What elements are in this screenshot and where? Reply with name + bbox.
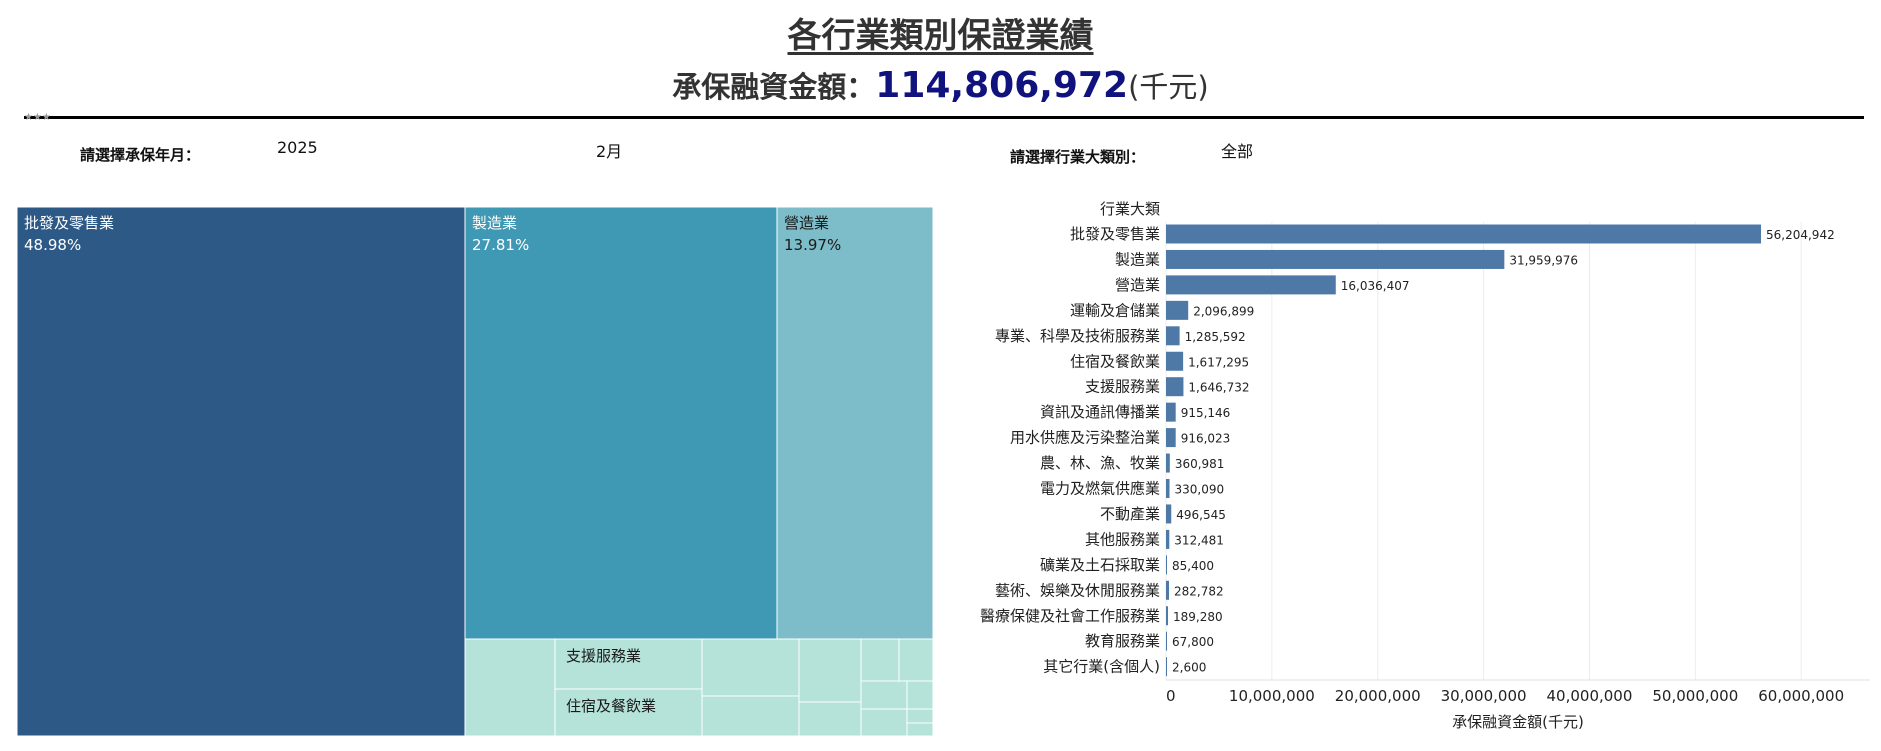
bar-value-label: 915,146: [1181, 406, 1231, 420]
bar-value-label: 1,285,592: [1185, 330, 1246, 344]
bar[interactable]: [1166, 275, 1336, 295]
treemap-tile[interactable]: [776, 206, 934, 640]
treemap-tile-label: 製造業: [472, 214, 517, 232]
treemap-tile[interactable]: [554, 638, 703, 690]
treemap-tile[interactable]: [464, 638, 556, 737]
x-axis-title: 承保融資金額(千元): [1452, 713, 1584, 731]
category-label: 礦業及土石採取業: [1040, 556, 1160, 574]
category-label: 專業、科學及技術服務業: [995, 327, 1160, 345]
bar-value-label: 496,545: [1176, 508, 1226, 522]
x-tick-label: 20,000,000: [1335, 687, 1421, 705]
treemap-chart: 批發及零售業 48.98% 製造業 27.81% 營造業 13.97% 支援服務業住宿及餐飲…: [16, 206, 934, 737]
bar-value-label: 312,481: [1174, 533, 1224, 547]
bar-value-label: 67,800: [1172, 635, 1214, 649]
category-label: 支援服務業: [1085, 378, 1160, 396]
amount-value: 114,806,972: [875, 65, 1129, 106]
treemap-tile[interactable]: [898, 638, 934, 682]
treemap-tile[interactable]: [860, 680, 908, 710]
treemap-tile-label: 住宿及餐飲業: [566, 697, 656, 715]
treemap-tile[interactable]: [906, 680, 934, 710]
bar[interactable]: [1166, 580, 1169, 600]
header-divider: [24, 116, 1864, 119]
bar[interactable]: [1166, 224, 1762, 244]
page-title: 各行業類別保證業績: [787, 16, 1094, 56]
bar[interactable]: [1166, 504, 1172, 524]
tiny-marker: ★★★: [24, 112, 51, 123]
bar-value-label: 31,959,976: [1509, 253, 1578, 267]
category-label: 製造業: [1115, 250, 1160, 268]
bar-value-label: 1,617,295: [1188, 355, 1249, 369]
bar-value-label: 1,646,732: [1188, 381, 1249, 395]
bar[interactable]: [1166, 657, 1167, 677]
bar[interactable]: [1166, 479, 1170, 498]
bar[interactable]: [1166, 555, 1167, 575]
category-label: 教育服務業: [1085, 632, 1160, 650]
treemap-tile-label: 支援服務業: [566, 647, 641, 665]
category-label: 不動產業: [1100, 505, 1160, 523]
month-select[interactable]: 2月: [596, 142, 623, 161]
treemap-tile-percent: 27.81%: [472, 236, 529, 254]
bar[interactable]: [1166, 529, 1170, 549]
bar-value-label: 56,204,942: [1766, 228, 1835, 242]
amount-summary: 承保融資金額：114,806,972(千元): [0, 64, 1881, 106]
bar-value-label: 330,090: [1174, 483, 1224, 497]
bar[interactable]: [1166, 428, 1176, 448]
treemap-tile[interactable]: [860, 638, 900, 682]
bar[interactable]: [1166, 402, 1176, 422]
bar-value-label: 282,782: [1174, 584, 1224, 598]
category-label: 住宿及餐飲業: [1070, 352, 1160, 370]
amount-unit: (千元): [1128, 70, 1209, 104]
bar[interactable]: [1166, 300, 1189, 320]
bar[interactable]: [1166, 606, 1169, 626]
category-label: 其他服務業: [1085, 530, 1160, 548]
category-label: 資訊及通訊傳播業: [1040, 403, 1160, 421]
category-label: 運輸及倉儲業: [1070, 301, 1160, 319]
x-tick-label: 50,000,000: [1652, 687, 1738, 705]
treemap-tile[interactable]: [906, 722, 934, 737]
bar-value-label: 16,036,407: [1341, 279, 1410, 293]
x-tick-label: 10,000,000: [1229, 687, 1315, 705]
treemap-tile[interactable]: [701, 638, 800, 697]
bar[interactable]: [1166, 377, 1184, 397]
bar-value-label: 85,400: [1172, 559, 1214, 573]
x-tick-label: 30,000,000: [1441, 687, 1527, 705]
category-label: 其它行業(含個人): [1043, 658, 1160, 676]
category-label: 農、林、漁、牧業: [1040, 454, 1160, 472]
industry-filter-label: 請選擇行業大類別：: [1010, 148, 1146, 166]
bar[interactable]: [1166, 631, 1167, 651]
bar-value-label: 2,096,899: [1193, 304, 1254, 318]
treemap-tile[interactable]: [798, 701, 862, 737]
category-label: 用水供應及污染整治業: [1010, 429, 1160, 447]
treemap-tile[interactable]: [798, 638, 862, 703]
bar-value-label: 2,600: [1172, 661, 1206, 675]
bar[interactable]: [1166, 453, 1170, 473]
treemap-tile[interactable]: [860, 708, 908, 737]
industry-select[interactable]: 全部: [1221, 142, 1254, 161]
treemap-tile-percent: 48.98%: [24, 236, 81, 254]
bar-value-label: 189,280: [1173, 610, 1223, 624]
amount-label: 承保融資金額：: [672, 70, 876, 104]
bar[interactable]: [1166, 249, 1505, 269]
category-label: 營造業: [1115, 276, 1160, 294]
date-filter-label: 請選擇承保年月：: [80, 146, 201, 164]
bar[interactable]: [1166, 351, 1184, 371]
bar[interactable]: [1166, 326, 1180, 346]
bar-value-label: 916,023: [1181, 432, 1231, 446]
x-tick-label: 60,000,000: [1758, 687, 1844, 705]
treemap-tile-label: 營造業: [784, 214, 829, 232]
treemap-tile-percent: 13.97%: [784, 236, 841, 254]
category-header: 行業大類: [1100, 200, 1160, 218]
category-label: 藝術、娛樂及休閒服務業: [995, 581, 1160, 599]
category-label: 醫療保健及社會工作服務業: [980, 607, 1160, 625]
year-select[interactable]: 2025: [277, 138, 318, 157]
treemap-tile-label: 批發及零售業: [24, 214, 114, 232]
x-tick-label: 40,000,000: [1547, 687, 1633, 705]
category-label: 批發及零售業: [1070, 225, 1160, 243]
category-label: 電力及燃氣供應業: [1040, 480, 1160, 498]
treemap-tile[interactable]: [464, 206, 778, 640]
bar-value-label: 360,981: [1175, 457, 1225, 471]
x-tick-label: 0: [1166, 687, 1176, 705]
